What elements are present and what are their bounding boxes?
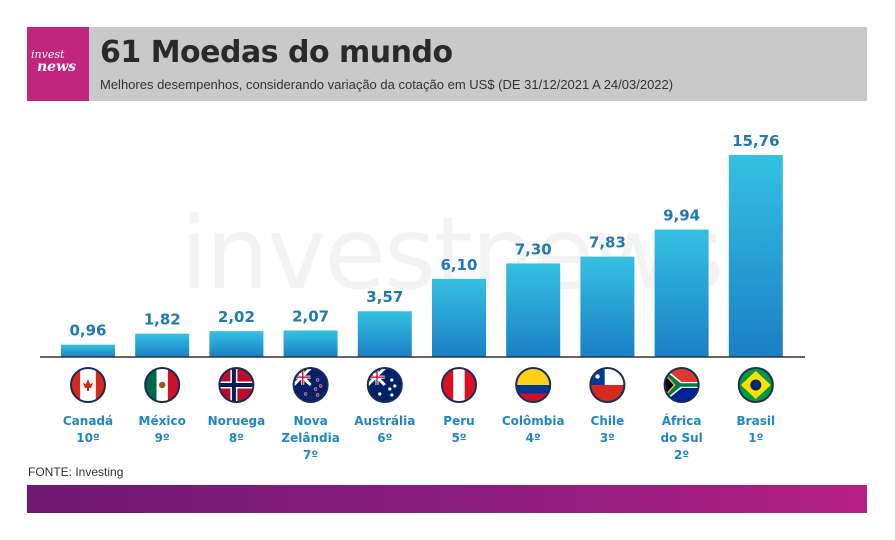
footer-bar <box>27 485 867 513</box>
bar-7 <box>580 256 635 357</box>
investnews-logo: invest news <box>27 27 89 101</box>
header-banner: invest news 61 Moedas do mundo Melhores … <box>27 27 867 101</box>
category-label-9: Brasil 1º <box>737 414 776 445</box>
category-label-line: México <box>139 414 186 428</box>
category-label-5: Peru 5º <box>443 414 474 445</box>
category-label-line: Nova <box>293 414 327 428</box>
category-label-line: 2º <box>674 448 689 462</box>
chile-flag-icon <box>589 367 626 403</box>
category-label-line: 7º <box>303 448 318 462</box>
chart-subtitle: Melhores desempenhos, considerando varia… <box>100 77 674 92</box>
category-label-0: Canadá 10º <box>63 414 113 445</box>
category-label-line: do Sul <box>660 431 702 445</box>
category-label-line: 9º <box>155 431 170 445</box>
category-label-7: Chile 3º <box>591 414 625 445</box>
category-label-line: 6º <box>377 431 392 445</box>
value-label-8: 9,94 <box>663 207 700 225</box>
category-label-line: Peru <box>443 414 474 428</box>
category-label-line: Zelândia <box>281 431 339 445</box>
category-label-line: 3º <box>600 431 615 445</box>
category-label-line: 5º <box>451 431 466 445</box>
value-label-0: 0,96 <box>69 322 106 340</box>
value-label-4: 3,57 <box>366 288 403 306</box>
category-label-line: Chile <box>591 414 625 428</box>
bar-4 <box>357 311 412 357</box>
south-africa-flag-icon <box>663 367 700 403</box>
chart-title: 61 Moedas do mundo <box>100 35 453 70</box>
category-label-line: Canadá <box>63 414 113 428</box>
bar-2 <box>209 331 264 357</box>
category-label-line: 4º <box>526 431 541 445</box>
bar-6 <box>506 263 561 357</box>
category-label-line: Austrália <box>354 414 415 428</box>
logo-wordmark: invest news <box>31 48 87 75</box>
category-label-line: Colômbia <box>502 414 565 428</box>
value-label-2: 2,02 <box>218 308 255 326</box>
bar-8 <box>654 229 709 357</box>
bar-0 <box>61 344 115 357</box>
category-label-line: África <box>662 413 702 428</box>
colombia-flag-icon <box>515 367 552 403</box>
bar-1 <box>135 333 190 357</box>
bar-5 <box>432 278 486 357</box>
canada-flag-icon <box>70 367 106 403</box>
category-label-4: Austrália 6º <box>354 414 415 445</box>
new-zealand-flag-icon <box>292 367 329 403</box>
category-label-line: 10º <box>76 431 100 445</box>
value-label-1: 1,82 <box>144 311 181 329</box>
category-label-6: Colômbia 4º <box>502 414 565 445</box>
category-label-2: Noruega 8º <box>208 414 266 445</box>
value-label-5: 6,10 <box>440 256 477 274</box>
source-note: FONTE: Investing <box>28 465 124 479</box>
value-label-7: 7,83 <box>589 234 626 252</box>
category-label-line: 8º <box>229 431 244 445</box>
value-label-3: 2,07 <box>292 307 329 325</box>
logo-line-1: invest <box>31 48 65 61</box>
logo-line-2: news <box>37 59 77 75</box>
category-label-8: África do Sul 2º <box>660 413 702 462</box>
bar-9 <box>728 155 783 357</box>
category-label-line: Brasil <box>737 414 776 428</box>
category-label-line: 1º <box>748 431 763 445</box>
mexico-flag-icon <box>144 367 181 403</box>
category-label-1: México 9º <box>139 414 186 445</box>
value-label-9: 15,76 <box>732 132 779 150</box>
value-label-6: 7,30 <box>515 240 552 258</box>
category-label-3: Nova Zelândia 7º <box>281 414 339 462</box>
australia-flag-icon <box>366 367 403 403</box>
peru-flag-icon <box>441 367 477 403</box>
norway-flag-icon <box>218 367 255 403</box>
bar-3 <box>283 330 338 357</box>
brazil-flag-icon <box>737 367 774 403</box>
category-label-line: Noruega <box>208 414 266 428</box>
